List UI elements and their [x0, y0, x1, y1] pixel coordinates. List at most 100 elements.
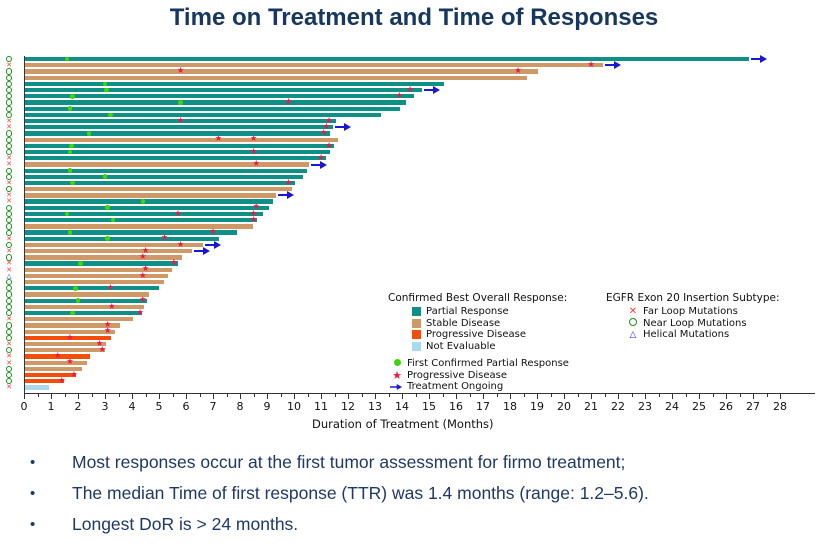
ongoing-arrow-icon — [423, 85, 440, 95]
x-axis-tick — [510, 394, 511, 399]
x-axis-minor-tick — [37, 394, 39, 397]
treatment-bar — [25, 329, 116, 334]
x-axis-label: Duration of Treatment (Months) — [312, 417, 494, 431]
subtype-marker-near-loop-icon — [6, 210, 13, 218]
subtype-marker-near-loop-icon — [6, 322, 13, 329]
subtype-marker-far-loop-icon: ✕ — [6, 265, 12, 274]
legend-item-stable-disease: Stable Disease — [412, 318, 569, 330]
progression-star-icon: ★ — [138, 270, 147, 281]
first-response-dot-icon — [70, 180, 75, 186]
subtype-marker-far-loop-icon: ✕ — [6, 339, 12, 348]
subtype-marker-near-loop-icon — [6, 241, 13, 249]
subtype-marker-far-loop-icon: ✕ — [6, 383, 12, 392]
bullet-item: • Longest DoR is > 24 months. — [22, 509, 812, 540]
legend-item-not-evaluable: Not Evaluable — [412, 341, 569, 353]
subtype-marker-near-loop-icon — [6, 186, 13, 193]
subtype-marker-near-loop-icon — [6, 136, 13, 143]
subtype-marker-near-loop-icon — [6, 291, 13, 298]
x-axis-minor-tick — [388, 394, 390, 397]
subtype-marker-near-loop-icon — [6, 149, 13, 156]
treatment-bar — [25, 112, 382, 118]
first-response-dot-icon — [70, 310, 75, 316]
legend-item-label: Stable Disease — [426, 317, 501, 329]
treatment-bar — [25, 193, 277, 198]
subtype-marker-far-loop-icon: ✕ — [6, 259, 12, 268]
x-axis-tick-label: 7 — [209, 400, 217, 413]
progression-star-icon: ★ — [249, 134, 258, 145]
first-response-dot-icon — [86, 131, 92, 136]
x-axis-tick-label: 12 — [341, 400, 355, 413]
treatment-bar — [25, 131, 331, 136]
bullet-glyph: • — [30, 454, 36, 471]
x-axis-tick-label: 5 — [155, 400, 163, 413]
legend-item-label: Not Evaluable — [426, 340, 496, 352]
x-axis-tick — [51, 394, 52, 399]
legend-item-partial-response: Partial Response — [412, 306, 569, 318]
progression-star-icon: ★ — [98, 344, 107, 355]
x-axis-tick — [591, 394, 592, 399]
subtype-marker-far-loop-icon: ✕ — [6, 315, 12, 324]
x-axis-tick-label: 14 — [395, 400, 409, 413]
treatment-bar — [25, 81, 444, 87]
subtype-marker-near-loop-icon — [6, 328, 13, 335]
subtype-marker-far-loop-icon: ✕ — [6, 178, 12, 187]
legend-response: Confirmed Best Overall Response: Partial… — [388, 292, 569, 393]
x-axis-tick — [132, 394, 133, 399]
subtype-marker-near-loop-icon — [6, 93, 13, 100]
progression-star-icon: ★ — [70, 369, 78, 380]
x-axis-minor-tick — [415, 394, 417, 397]
progression-star-icon: ★ — [57, 375, 66, 386]
ongoing-arrow-icon — [278, 190, 295, 200]
treatment-bar — [25, 286, 159, 291]
treatment-bar — [25, 162, 309, 167]
x-axis-minor-tick — [685, 394, 687, 397]
x-axis-tick — [186, 394, 187, 399]
legend-item-label: First Confirmed Partial Response — [407, 358, 569, 370]
x-axis-tick — [402, 394, 403, 399]
response-swatch-icon — [412, 318, 421, 328]
bullet-glyph: • — [30, 485, 36, 502]
subtype-marker-near-loop-icon — [6, 167, 13, 174]
treatment-bar — [25, 360, 88, 365]
bullet-text: Longest DoR is > 24 months. — [72, 514, 299, 534]
progression-star-icon: ★ — [325, 140, 333, 151]
x-axis-tick — [429, 394, 430, 399]
legend-item-near-loop-mutations: Near Loop Mutations — [626, 317, 780, 330]
legend-item-progressive-disease: ★ Progressive Disease — [390, 369, 569, 382]
subtype-marker-far-loop-icon: ✕ — [6, 352, 12, 361]
x-axis-minor-tick — [118, 394, 120, 397]
treatment-bar — [25, 280, 165, 285]
subtype-marker-near-loop-icon — [6, 56, 13, 63]
treatment-bar — [25, 335, 112, 341]
treatment-bar — [25, 298, 147, 303]
progression-star-icon: ★ — [66, 332, 74, 343]
x-axis-tick-label: 24 — [665, 400, 679, 413]
x-axis-minor-tick — [523, 394, 525, 397]
x-axis-minor-tick — [361, 394, 363, 397]
progression-star-icon: ★ — [95, 338, 104, 349]
x-axis-tick — [348, 394, 349, 399]
subtype-marker-near-loop-icon — [6, 99, 13, 106]
x-axis-minor-tick — [334, 394, 336, 397]
x-axis-tick-label: 8 — [236, 400, 244, 413]
x-axis-tick-label: 28 — [773, 400, 787, 413]
x-axis-minor-tick — [631, 394, 633, 397]
first-response-dot-icon — [75, 298, 81, 303]
x-axis-tick — [726, 394, 727, 399]
page-title: Time on Treatment and Time of Responses — [169, 4, 659, 31]
ongoing-arrow-icon — [604, 60, 621, 70]
progression-star-icon: ★ — [107, 301, 116, 312]
subtype-marker-near-loop-icon — [6, 74, 13, 81]
x-axis-tick — [780, 394, 781, 399]
x-axis-tick — [375, 394, 376, 399]
treatment-bar — [25, 57, 749, 62]
ongoing-arrow-icon — [205, 240, 222, 250]
x-axis-tick — [321, 394, 322, 399]
progression-star-icon: ★ — [176, 239, 185, 250]
legend-subtype-title: EGFR Exon 20 Insertion Subtype: — [606, 292, 780, 304]
legend-item-first-confirmed-partial-response: First Confirmed Partial Response — [390, 358, 569, 370]
x-axis-minor-tick — [577, 394, 579, 397]
x-axis-tick — [105, 394, 106, 399]
x-axis-tick — [699, 394, 700, 399]
treatment-bar — [25, 379, 65, 384]
